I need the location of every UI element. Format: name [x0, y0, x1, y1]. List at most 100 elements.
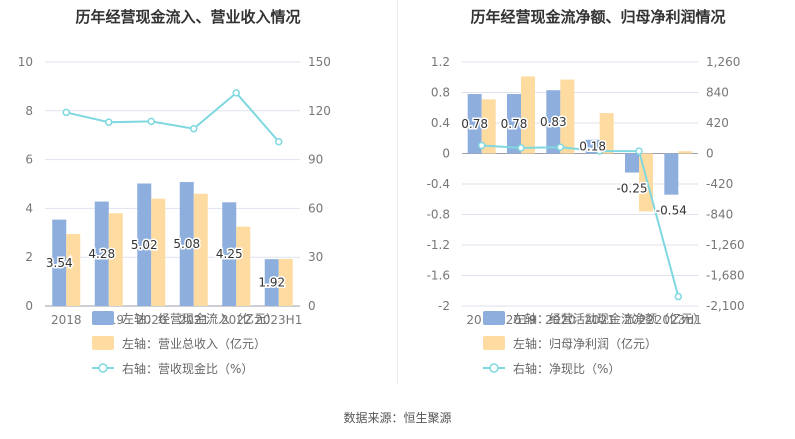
x-tick-label: 2023H1: [255, 313, 302, 327]
legend-swatch-series2: [483, 336, 505, 350]
y-left-tick-label: 6: [25, 153, 33, 167]
chart-title: 历年经营现金流净额、归母净利润情况: [470, 8, 725, 26]
chart-right-svg: 历年经营现金流净额、归母净利润情况 -2 -2,100 -1.6 -1,680 -1.2 -…: [427, 8, 745, 376]
bar-series1: [222, 202, 237, 306]
data-label: 4.25: [216, 247, 243, 261]
legend-swatch-series2: [92, 336, 114, 350]
y-right-tick-label: -420: [706, 177, 733, 191]
data-label: -0.54: [656, 204, 687, 218]
bar-series2: [599, 113, 614, 154]
line-point: [62, 108, 70, 117]
bar-series2: [193, 193, 208, 306]
chart-left: 历年经营现金流入、营业收入情况 0 0 2 30 4 60 6 90 8 120 10 150 2018 2…: [0, 0, 397, 439]
x-tick-label: 2021: [178, 313, 209, 327]
legend-swatch-series1: [92, 311, 114, 325]
y-right-tick-label: -1,680: [706, 269, 745, 283]
y-right-tick-label: 1,260: [706, 55, 740, 69]
data-label: 0.78: [461, 117, 488, 131]
data-label: 0.18: [579, 140, 606, 154]
legend-label: 右轴：营收现金比（%）: [122, 361, 253, 376]
y-left-tick-label: 0: [25, 299, 33, 313]
x-tick-label: 2022: [624, 313, 655, 327]
line-point: [635, 147, 643, 155]
legend-label: 左轴：经营现金流入（亿元）: [122, 311, 278, 326]
y-left-tick-label: -1.2: [427, 238, 450, 252]
y-left-tick-label: 4: [25, 201, 33, 215]
bar-series1: [94, 201, 109, 306]
y-right-tick-label: -1,260: [706, 238, 745, 252]
bar-series1: [52, 219, 67, 306]
bar-series2: [521, 76, 535, 154]
line-series: [66, 91, 280, 143]
data-label: 5.02: [131, 238, 158, 252]
x-tick-label: 2018: [51, 313, 82, 327]
data-label: 4.28: [88, 247, 115, 261]
y-right-tick-label: -2,100: [706, 299, 745, 313]
bar-series1: [546, 90, 561, 154]
bar-series2: [66, 234, 81, 306]
bar-series2: [481, 99, 496, 154]
y-left-tick-label: -0.8: [427, 208, 450, 222]
y-left-tick-label: 8: [25, 104, 33, 118]
bar-series1: [664, 153, 679, 195]
panel-divider: [397, 0, 398, 385]
chart-left-svg: 历年经营现金流入、营业收入情况 0 0 2 30 4 60 6 90 8 120 10 150 2018 2…: [18, 8, 331, 376]
y-right-tick-label: 60: [308, 201, 323, 215]
legend-label: 左轴：营业总收入（亿元）: [122, 336, 266, 351]
x-tick-label: 2022: [221, 313, 252, 327]
bar-series1: [625, 153, 639, 173]
y-left-tick-label: 0.4: [431, 116, 450, 130]
data-label: 3.54: [46, 256, 73, 270]
line-point: [556, 143, 565, 152]
bar-series2: [151, 198, 166, 306]
line-point: [517, 144, 525, 152]
y-left-tick-label: 1.2: [431, 55, 450, 69]
chart-right: 历年经营现金流净额、归母净利润情况 -2 -2,100 -1.6 -1,680 -1.2 -…: [398, 0, 795, 439]
y-right-tick-label: 420: [706, 116, 729, 130]
x-tick-label: 2021: [584, 313, 615, 327]
legend-label: 右轴：净现比（%）: [513, 361, 620, 376]
x-tick-label: 2020: [545, 313, 576, 327]
bar-series2: [108, 213, 123, 306]
y-right-tick-label: 0: [308, 299, 316, 313]
data-label: 0.83: [540, 115, 567, 129]
y-left-tick-label: -1.6: [427, 269, 450, 283]
chart-title: 历年经营现金流入、营业收入情况: [75, 8, 300, 26]
x-tick-label: 2019: [506, 313, 537, 327]
bar-series2: [278, 258, 293, 306]
data-label: 5.08: [173, 237, 200, 251]
source-note: 数据来源：恒生聚源: [343, 411, 452, 425]
y-right-tick-label: 840: [706, 86, 729, 100]
line-point: [232, 89, 240, 97]
line-point: [105, 118, 113, 126]
line-point: [477, 141, 486, 150]
bar-series1: [507, 94, 521, 154]
bar-series2: [560, 79, 575, 154]
y-right-tick-label: -840: [706, 208, 733, 222]
legend-label: 左轴：经营活动现金流净额（亿元）: [513, 311, 705, 326]
y-left-tick-label: 2: [25, 250, 33, 264]
y-right-tick-label: 120: [308, 104, 331, 118]
line-point: [147, 117, 155, 126]
y-right-tick-label: 30: [308, 250, 323, 264]
legend-swatch-series1: [483, 311, 505, 325]
y-right-tick-label: 90: [308, 153, 323, 167]
bar-series1: [264, 259, 279, 306]
legend-swatch-point: [489, 363, 499, 373]
bar-series1: [467, 94, 482, 154]
y-left-tick-label: 0.8: [431, 86, 450, 100]
y-left-tick-label: 0: [442, 147, 450, 161]
bar-series2: [678, 151, 693, 154]
data-label: 1.92: [258, 276, 285, 290]
line-point: [595, 147, 604, 155]
bar-series2: [236, 226, 251, 306]
y-left-tick-label: 10: [18, 55, 33, 69]
line-point: [275, 137, 283, 146]
y-left-tick-label: -0.4: [427, 177, 450, 191]
data-label: 0.78: [501, 117, 528, 131]
x-tick-label: 2020: [136, 313, 167, 327]
bar-series2: [639, 153, 653, 212]
y-right-tick-label: 150: [308, 55, 331, 69]
x-tick-label: 2023H1: [655, 313, 702, 327]
line-point: [674, 292, 683, 301]
